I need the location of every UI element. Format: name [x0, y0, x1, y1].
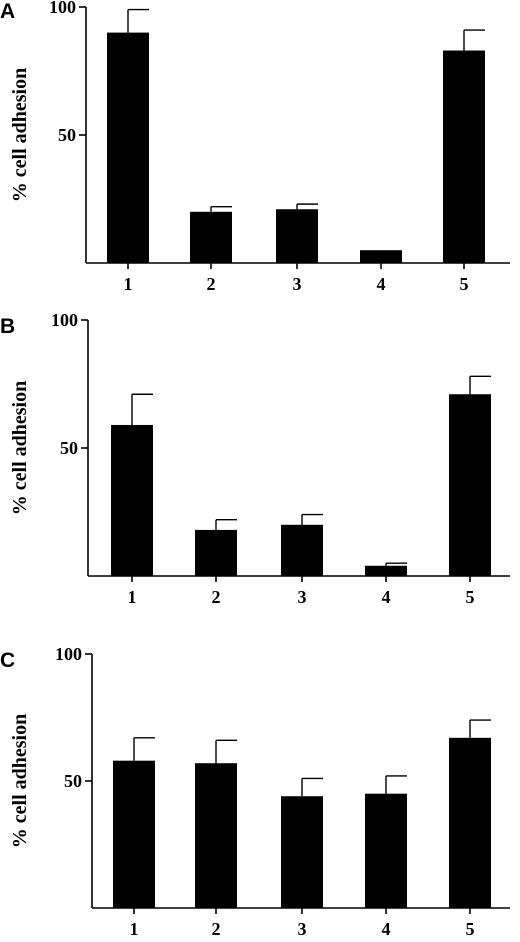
y-tick-label: 50	[64, 771, 82, 791]
x-tick-label: 1	[130, 919, 139, 939]
x-tick-label: 5	[460, 274, 469, 294]
y-tick-label: 50	[60, 438, 78, 458]
panel-label: C	[0, 649, 15, 672]
y-axis-title: % cell adhesion	[9, 714, 31, 848]
bar	[195, 529, 237, 576]
y-tick-label: 50	[58, 125, 76, 145]
y-axis-title: % cell adhesion	[9, 381, 31, 515]
bar	[113, 760, 155, 908]
y-axis-title: % cell adhesion	[9, 68, 31, 202]
bar	[276, 209, 318, 263]
x-tick-label: 3	[298, 587, 307, 607]
bar	[281, 796, 323, 908]
bar	[449, 394, 491, 576]
bar	[360, 250, 402, 263]
panel-label: A	[0, 0, 15, 23]
x-tick-label: 4	[382, 587, 391, 607]
x-tick-label: 3	[298, 919, 307, 939]
x-tick-label: 2	[212, 587, 221, 607]
x-tick-label: 1	[128, 587, 137, 607]
bar	[107, 32, 149, 263]
bar	[443, 50, 485, 263]
panel-label: B	[0, 315, 15, 338]
panel-a: A % cell adhesion 50 100 1 2 3 4 5	[0, 0, 510, 294]
x-tick-label: 3	[293, 274, 302, 294]
bar	[111, 424, 153, 576]
y-tick-label: 100	[55, 644, 82, 664]
bar	[365, 565, 407, 576]
x-tick-label: 4	[382, 919, 391, 939]
x-tick-label: 2	[212, 919, 221, 939]
y-tick-label: 100	[51, 310, 78, 330]
x-tick-label: 2	[207, 274, 216, 294]
panel-c: C % cell adhesion 50 100 1 2 3 4 5	[0, 644, 510, 939]
y-tick-label: 100	[49, 0, 76, 17]
x-tick-label: 5	[466, 587, 475, 607]
bar	[190, 211, 232, 263]
bar	[195, 763, 237, 908]
x-tick-label: 1	[124, 274, 133, 294]
bar	[449, 737, 491, 908]
bar	[281, 524, 323, 576]
x-tick-label: 4	[377, 274, 386, 294]
x-tick-label: 5	[466, 919, 475, 939]
bar	[365, 793, 407, 908]
panel-b: B % cell adhesion 50 100 1 2 3 4 5	[0, 310, 510, 607]
